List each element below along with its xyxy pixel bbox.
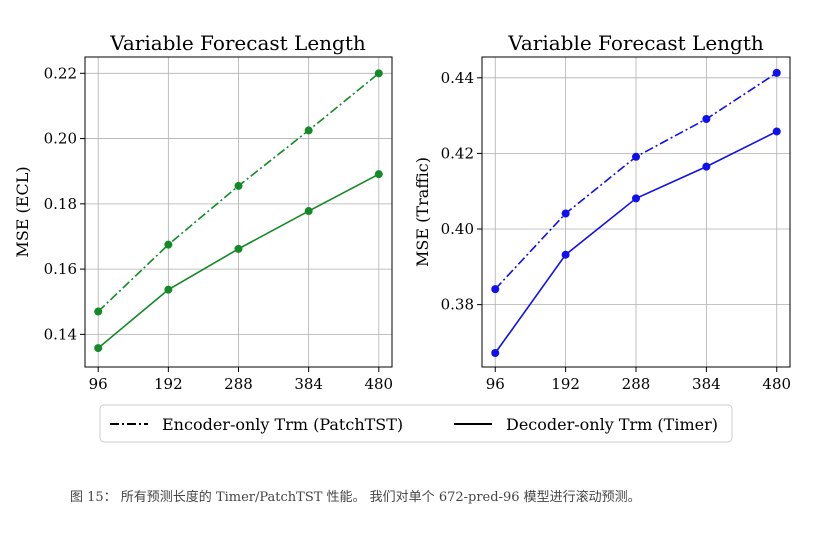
data-point [234, 244, 243, 253]
chart-title: Variable Forecast Length [109, 31, 366, 55]
data-point [94, 344, 103, 353]
x-tick-label: 384 [294, 375, 323, 393]
data-point [304, 207, 313, 216]
data-point [94, 307, 103, 316]
chart-traffic: 96 192 288 384 480 0.38 0.40 0.42 0.44 Variable F… [413, 31, 791, 393]
y-tick-label: 0.40 [441, 220, 474, 238]
data-point [164, 240, 173, 249]
x-tick-label: 480 [762, 375, 791, 393]
y-tick-label: 0.38 [441, 296, 474, 314]
x-tick-label: 192 [154, 375, 183, 393]
data-point [702, 115, 711, 123]
x-tick-label: 288 [224, 375, 253, 393]
legend-frame [99, 404, 733, 443]
data-point [561, 209, 570, 218]
y-axis-label: MSE (Traffic) [413, 157, 432, 267]
x-tick-label: 480 [364, 375, 393, 393]
data-point [772, 127, 781, 136]
data-point [491, 285, 500, 294]
data-point [702, 162, 711, 171]
y-tick-label: 0.16 [44, 260, 77, 278]
legend: Encoder-only Trm (PatchTST) Decoder-only… [99, 404, 733, 443]
chart-title: Variable Forecast Length [507, 31, 764, 55]
data-point [234, 181, 243, 190]
x-tick-label: 384 [692, 375, 721, 393]
legend-label-encoder: Encoder-only Trm (PatchTST) [162, 415, 403, 434]
data-point [304, 126, 313, 135]
data-point [772, 68, 781, 77]
y-tick-label: 0.14 [44, 325, 77, 343]
figure-caption: 图 15： 所有预测长度的 Timer/PatchTST 性能。 我们对单个 6… [70, 490, 641, 505]
x-tick-label: 288 [622, 375, 651, 393]
y-tick-label: 0.22 [44, 64, 77, 82]
data-point [491, 349, 500, 358]
y-axis-label: MSE (ECL) [13, 166, 32, 257]
y-tick-label: 0.18 [44, 195, 77, 213]
chart-ecl: 96 192 288 384 480 0.14 0.16 0.18 0.20 0.22 Variab… [13, 31, 393, 393]
y-tick-label: 0.44 [441, 69, 474, 87]
data-point [164, 285, 173, 294]
data-point [632, 152, 640, 161]
data-point [561, 250, 570, 259]
legend-label-decoder: Decoder-only Trm (Timer) [506, 415, 718, 434]
y-tick-label: 0.20 [44, 130, 77, 148]
data-point [374, 170, 383, 179]
data-point [632, 194, 640, 203]
x-tick-label: 192 [551, 375, 580, 393]
y-tick-label: 0.42 [441, 144, 474, 162]
x-tick-label: 96 [89, 375, 108, 393]
data-point [374, 69, 383, 78]
x-tick-label: 96 [486, 375, 505, 393]
